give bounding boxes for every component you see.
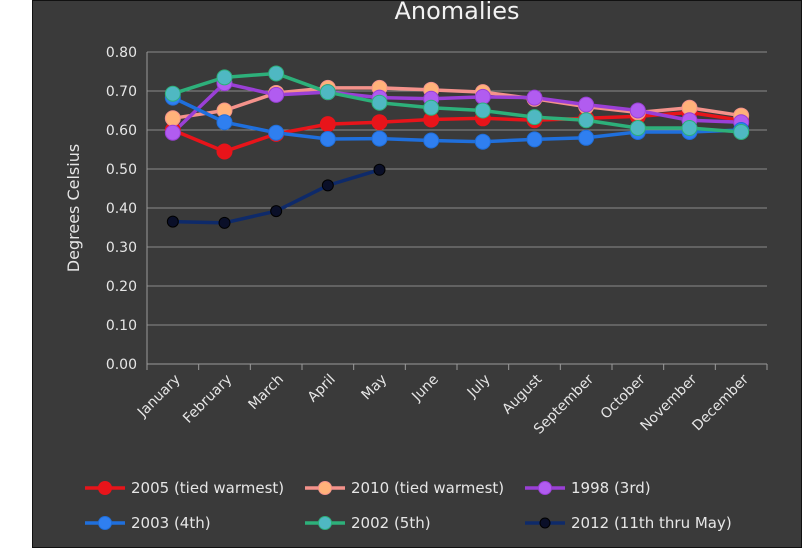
data-point	[423, 99, 440, 116]
legend-label: 1998 (3rd)	[571, 479, 651, 497]
data-point	[218, 216, 231, 229]
legend-item: 2002 (5th)	[305, 514, 431, 532]
x-tick-label: December	[689, 371, 752, 434]
data-point	[268, 65, 285, 82]
y-tick-label: 0.10	[106, 318, 137, 334]
x-tick-label: April	[305, 372, 339, 406]
legend-item: 1998 (3rd)	[525, 479, 651, 497]
series-line	[171, 81, 742, 134]
data-point	[526, 89, 543, 106]
legend-label: 2005 (tied warmest)	[131, 479, 284, 497]
y-tick-label: 0.80	[106, 45, 137, 61]
x-tick-label: March	[245, 372, 286, 413]
data-point	[371, 130, 388, 147]
chart-title: Anomalies	[394, 1, 519, 25]
x-tick-label: October	[598, 371, 649, 422]
data-point	[268, 124, 285, 141]
data-point	[474, 102, 491, 119]
x-tick-label: July	[464, 372, 494, 402]
series-line	[172, 110, 742, 154]
y-tick-label: 0.70	[106, 84, 137, 100]
y-axis-label: Degrees Celsius	[64, 144, 83, 272]
legend-label: 2002 (5th)	[351, 514, 431, 532]
data-point	[319, 116, 336, 133]
x-tick-label: January	[134, 372, 184, 422]
legend-label: 2003 (4th)	[131, 514, 211, 532]
data-point	[164, 110, 181, 127]
data-point	[733, 123, 750, 140]
data-point	[526, 131, 543, 148]
data-point	[164, 85, 181, 102]
data-point	[321, 179, 334, 192]
data-point	[268, 86, 285, 103]
data-point	[681, 120, 698, 137]
data-point	[629, 102, 646, 119]
series-line	[172, 71, 742, 134]
data-point	[270, 205, 283, 218]
data-point	[166, 215, 179, 228]
legend-marker	[98, 516, 112, 530]
data-point	[216, 114, 233, 131]
data-point	[578, 129, 595, 146]
x-tick-label: August	[499, 371, 545, 417]
data-point	[526, 109, 543, 126]
x-tick-label: May	[359, 372, 391, 404]
legend-marker	[318, 516, 332, 530]
data-point	[423, 132, 440, 149]
legend-label: 2012 (11th thru May)	[571, 514, 732, 532]
data-point	[578, 112, 595, 129]
data-point	[474, 133, 491, 150]
legend-item: 2012 (11th thru May)	[525, 514, 732, 532]
legend-item: 2005 (tied warmest)	[85, 479, 284, 497]
series-markers	[164, 65, 750, 229]
series-line	[172, 96, 742, 144]
x-tick-label: February	[180, 372, 235, 427]
data-point	[319, 84, 336, 101]
legend-marker	[538, 481, 552, 495]
data-point	[216, 143, 233, 160]
y-tick-label: 0.30	[106, 240, 137, 256]
data-point	[371, 94, 388, 111]
legend-marker	[539, 517, 551, 529]
legend: 2005 (tied warmest) 2010 (tied warmest) 19…	[85, 479, 732, 532]
y-tick-labels: 0.00 0.10 0.20 0.30 0.40 0.50 0.60 0.70 0.80	[106, 45, 137, 373]
axes	[146, 52, 768, 370]
series-lines	[171, 71, 742, 225]
legend-marker	[98, 481, 112, 495]
y-tick-label: 0.60	[106, 123, 137, 139]
legend-label: 2010 (tied warmest)	[351, 479, 504, 497]
legend-item: 2003 (4th)	[85, 514, 211, 532]
data-point	[373, 163, 386, 176]
y-tick-label: 0.20	[106, 279, 137, 295]
data-point	[319, 130, 336, 147]
data-point	[578, 96, 595, 113]
y-tick-label: 0.50	[106, 162, 137, 178]
y-tick-label: 0.00	[106, 357, 137, 373]
x-tick-label: June	[408, 372, 442, 406]
data-point	[474, 88, 491, 105]
y-tick-label: 0.40	[106, 201, 137, 217]
data-point	[371, 114, 388, 131]
gridlines	[147, 51, 767, 365]
legend-marker	[318, 481, 332, 495]
legend-item: 2010 (tied warmest)	[305, 479, 504, 497]
chart-frame: Anomalies Degrees Celsius 0.00 0.10 0.20 0.…	[32, 0, 802, 548]
data-point	[629, 120, 646, 137]
data-point	[164, 124, 181, 141]
data-point	[216, 69, 233, 86]
anomalies-line-chart: Anomalies Degrees Celsius 0.000.100.200.…	[64, 1, 768, 532]
